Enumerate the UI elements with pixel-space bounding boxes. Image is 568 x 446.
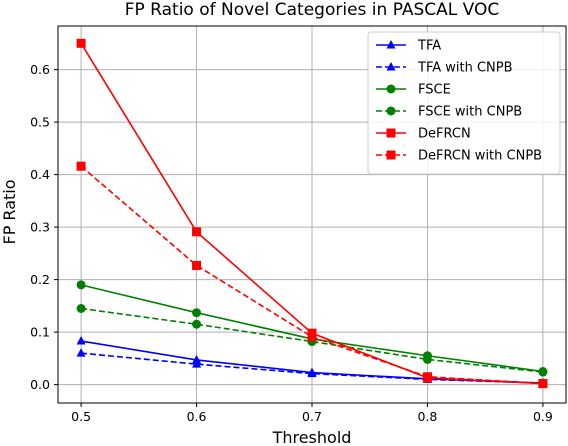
data-point-defrcn-with-cnpb xyxy=(192,260,202,270)
legend-marker-defrcn-with-cnpb xyxy=(386,150,396,160)
legend-label-fsce: FSCE xyxy=(418,83,451,98)
x-axis-label: Threshold xyxy=(272,428,352,446)
y-tick-label: 0.6 xyxy=(30,62,50,77)
x-tick-label: 0.9 xyxy=(533,409,553,424)
data-point-defrcn-with-cnpb xyxy=(538,379,548,389)
legend-label-tfa-with-cnpb: TFA with CNPB xyxy=(417,61,513,76)
data-point-defrcn xyxy=(76,38,86,48)
series-line-defrcn-with-cnpb xyxy=(80,165,543,385)
data-point-defrcn xyxy=(192,227,202,237)
x-tick-label: 0.5 xyxy=(71,409,91,424)
data-point-fsce xyxy=(76,280,86,290)
series-line-tfa-with-cnpb xyxy=(81,352,543,384)
legend-label-defrcn-with-cnpb: DeFRCN with CNPB xyxy=(418,149,542,164)
y-tick-label: 0.3 xyxy=(30,220,50,235)
chart-title: FP Ratio of Novel Categories in PASCAL V… xyxy=(125,0,500,20)
series-lines xyxy=(76,38,548,389)
data-point-tfa-with-cnpb xyxy=(192,359,202,368)
data-point-fsce-with-cnpb xyxy=(76,303,86,313)
y-tick-label: 0.2 xyxy=(30,272,50,287)
x-tick-label: 0.8 xyxy=(418,409,438,424)
y-tick-label: 0.1 xyxy=(30,325,50,340)
legend: TFA TFA with CNPB FSCE FSCE with CNPB DeFRCN… xyxy=(367,31,561,175)
legend-label-fsce-with-cnpb: FSCE with CNPB xyxy=(418,105,522,120)
legend-marker-fsce xyxy=(386,84,396,94)
y-axis-label: FP Ratio xyxy=(0,179,19,244)
data-point-tfa-with-cnpb xyxy=(76,348,86,357)
data-point-fsce-with-cnpb xyxy=(538,367,548,377)
data-point-fsce xyxy=(192,308,202,318)
legend-marker-tfa-with-cnpb xyxy=(386,62,396,71)
legend-label-defrcn: DeFRCN xyxy=(418,127,471,142)
data-point-tfa xyxy=(76,336,86,345)
data-point-fsce-with-cnpb xyxy=(192,319,202,329)
legend-marker-fsce-with-cnpb xyxy=(386,106,396,116)
legend-label-tfa: TFA xyxy=(417,39,441,54)
data-point-tfa-with-cnpb xyxy=(307,368,317,378)
y-tick-label: 0.5 xyxy=(30,115,50,130)
x-tick-label: 0.6 xyxy=(187,409,207,424)
series-line-fsce-with-cnpb xyxy=(80,307,543,373)
data-point-defrcn-with-cnpb xyxy=(307,332,317,342)
legend-box xyxy=(367,31,561,175)
legend-marker-defrcn xyxy=(386,128,396,138)
data-point-defrcn-with-cnpb xyxy=(76,161,86,171)
y-tick-label: 0.4 xyxy=(30,167,50,182)
data-point-defrcn-with-cnpb xyxy=(422,372,432,382)
y-tick-label: 0.0 xyxy=(30,377,50,392)
legend-marker-tfa xyxy=(386,40,396,49)
axis-ticks: 0.5 0.6 0.7 0.8 0.9 0.0 0.1 0.2 0.3 0.4 0.5 0.6 xyxy=(30,62,553,424)
x-tick-label: 0.7 xyxy=(302,409,322,424)
data-point-fsce-with-cnpb xyxy=(422,354,432,364)
